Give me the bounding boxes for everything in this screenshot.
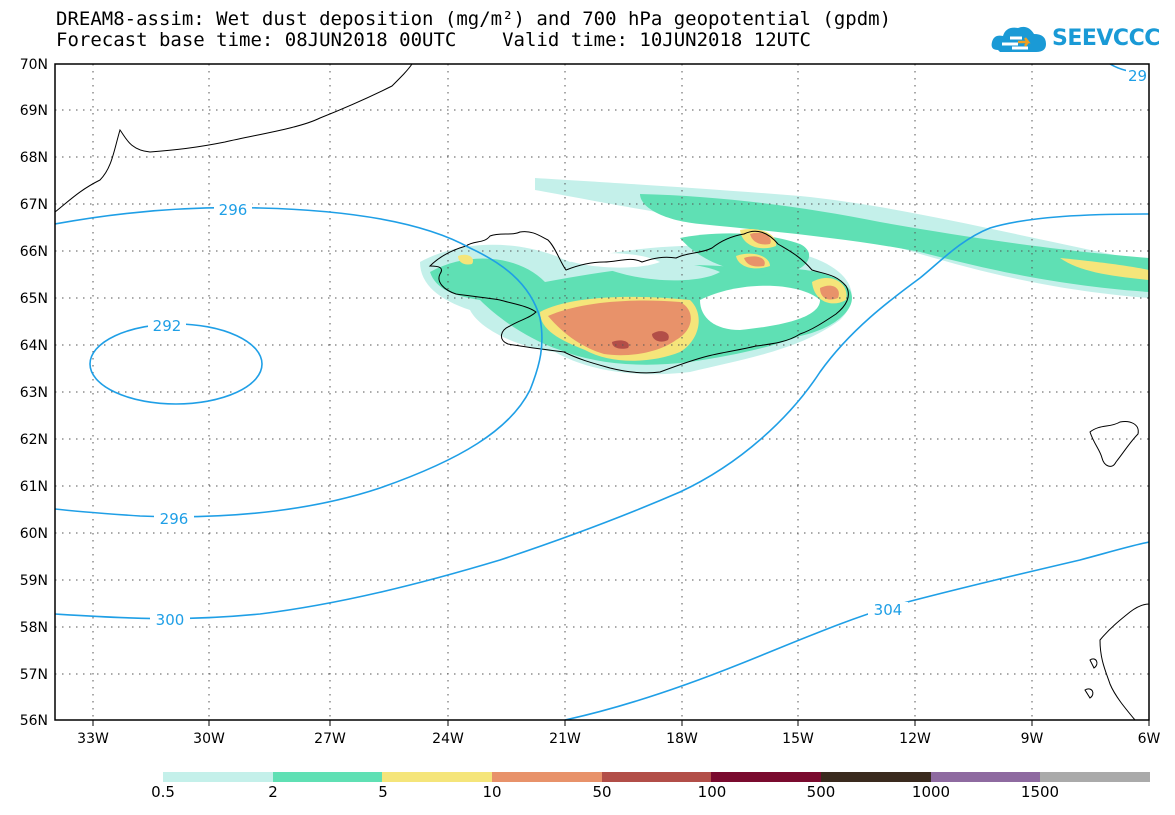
contour-label-296-south: 296 [160, 510, 189, 528]
legend-swatch [821, 772, 931, 782]
lat-label: 70N [20, 57, 48, 73]
legend-label: 0.5 [151, 783, 175, 801]
legend-label: 5 [378, 783, 388, 801]
contour-label-292: 292 [153, 317, 182, 335]
lon-label: 24W [432, 731, 464, 747]
legend-swatch [492, 772, 602, 782]
legend-label: 50 [592, 783, 612, 801]
frame-ticks [92, 720, 1150, 726]
lat-label: 66N [20, 244, 48, 260]
lat-label: 67N [20, 197, 48, 213]
lat-labels: 70N 69N 68N 67N 66N 65N 64N 63N 62N 61N … [20, 57, 48, 729]
legend-label: 10 [482, 783, 502, 801]
lat-label: 69N [20, 103, 48, 119]
lat-label: 61N [20, 479, 48, 495]
legend-label: 1000 [911, 783, 951, 801]
lon-label: 33W [77, 731, 109, 747]
lon-label: 6W [1138, 731, 1161, 747]
lat-label: 58N [20, 620, 48, 636]
lon-label: 18W [666, 731, 698, 747]
contour-label-304: 304 [874, 601, 903, 619]
lat-label: 65N [20, 291, 48, 307]
contour-label-296-north: 296 [219, 201, 248, 219]
lon-label: 15W [782, 731, 814, 747]
cloud-icon [991, 26, 1046, 52]
lat-label: 57N [20, 667, 48, 683]
legend-label: 500 [806, 783, 836, 801]
lat-label: 63N [20, 385, 48, 401]
map-frame [54, 63, 1150, 721]
lat-label: 59N [20, 573, 48, 589]
chart-title: DREAM8-assim: Wet dust deposition (mg/m²… [56, 8, 892, 30]
lon-labels: 33W 30W 27W 24W 21W 18W 15W 12W 9W 6W [77, 731, 1160, 747]
legend-swatch [272, 772, 383, 782]
legend-label: 100 [697, 783, 727, 801]
contour-292 [89, 323, 263, 405]
coastlines [55, 64, 1149, 720]
grid-lines [55, 64, 1149, 720]
lat-label: 64N [20, 338, 48, 354]
lon-label: 27W [314, 731, 346, 747]
lon-label: 9W [1021, 731, 1044, 747]
contour-296-north [55, 206, 543, 518]
contour-304 [564, 541, 1149, 720]
chart-subtitle: Forecast base time: 08JUN2018 00UTC Vali… [56, 29, 811, 51]
lat-label: 56N [20, 713, 48, 729]
color-legend [163, 772, 1151, 782]
legend-label: 2 [268, 783, 278, 801]
legend-swatch [601, 772, 712, 782]
legend-swatch [711, 772, 822, 782]
contour-label-300: 300 [156, 611, 185, 629]
lon-label: 12W [899, 731, 931, 747]
logo-text: SEEVCCC [1052, 26, 1160, 51]
lat-label: 68N [20, 150, 48, 166]
legend-label: 1500 [1020, 783, 1060, 801]
dust-deposition-field [420, 178, 1149, 375]
legend-swatch [382, 772, 493, 782]
lon-label: 21W [549, 731, 581, 747]
legend-swatch [163, 772, 273, 782]
lat-label: 60N [20, 526, 48, 542]
contour-label-29: 29 [1128, 67, 1147, 85]
legend-swatch [930, 772, 1041, 782]
lon-label: 30W [193, 731, 225, 747]
lat-label: 62N [20, 432, 48, 448]
contour-300 [55, 213, 1149, 620]
legend-swatch [1040, 772, 1151, 782]
contour-labels: 296 292 296 300 304 29 [148, 67, 1149, 629]
